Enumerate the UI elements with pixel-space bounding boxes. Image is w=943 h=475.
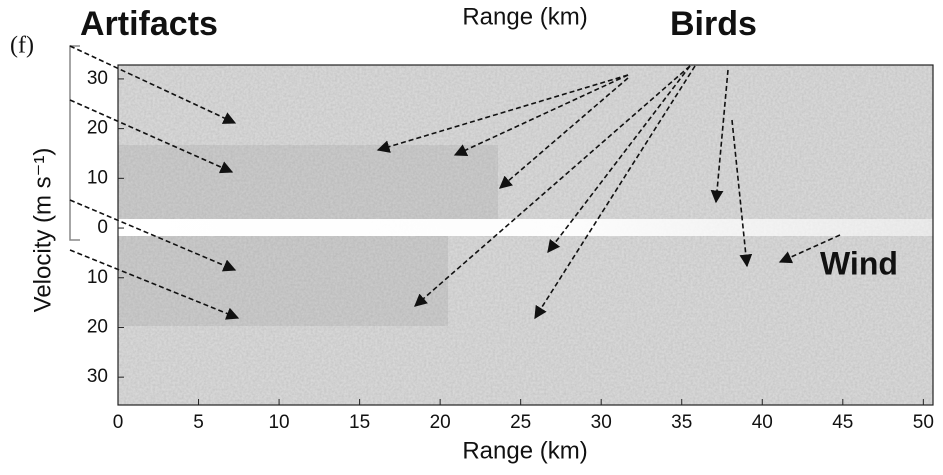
x-axis-label: Range (km)	[462, 437, 587, 464]
arrow	[69, 99, 234, 174]
annotations	[69, 45, 841, 320]
y-tick-label: 30	[87, 366, 108, 387]
bracket	[69, 45, 80, 241]
y-tick-label: 10	[87, 267, 108, 288]
arrow	[376, 74, 629, 153]
x-tick-label: 50	[913, 412, 934, 433]
arrow	[547, 65, 691, 254]
plot-frame	[117, 64, 934, 406]
x-tick-label: 10	[268, 412, 289, 433]
x-tick-label: 15	[349, 412, 370, 433]
chart-title: Range (km)	[462, 3, 587, 30]
x-tick-label: 25	[510, 412, 531, 433]
clutter	[118, 145, 498, 220]
plot-area	[118, 65, 933, 405]
x-tick-label: 35	[671, 412, 692, 433]
arrow	[710, 69, 729, 204]
annotation-artifacts: Artifacts	[80, 5, 218, 43]
x-tick-label: 20	[430, 412, 451, 433]
arrow	[731, 119, 753, 268]
x-tick-label: 40	[752, 412, 773, 433]
x-tick-label: 5	[193, 412, 204, 433]
arrow	[69, 45, 237, 124]
y-axis-label: Velocity (m s⁻¹)	[29, 148, 56, 313]
arrow	[414, 65, 691, 307]
arrow	[778, 234, 841, 264]
panel-label: (f)	[10, 33, 34, 59]
arrow	[534, 65, 696, 320]
y-tick-label: 10	[87, 167, 108, 188]
clutter	[118, 236, 448, 326]
x-tick-label: 30	[591, 412, 612, 433]
y-tick-label: 0	[97, 217, 108, 238]
y-tick-label: 30	[87, 68, 108, 89]
annotation-wind: Wind	[820, 245, 898, 281]
arrow	[69, 199, 237, 272]
x-tick-label: 45	[832, 412, 853, 433]
arrow	[499, 77, 629, 189]
y-tick-label: 20	[87, 118, 108, 139]
arrow	[69, 249, 240, 320]
zero-band	[118, 219, 933, 236]
annotation-birds: Birds	[670, 5, 757, 43]
x-tick-label: 0	[113, 412, 124, 433]
y-tick-label: 20	[87, 316, 108, 337]
